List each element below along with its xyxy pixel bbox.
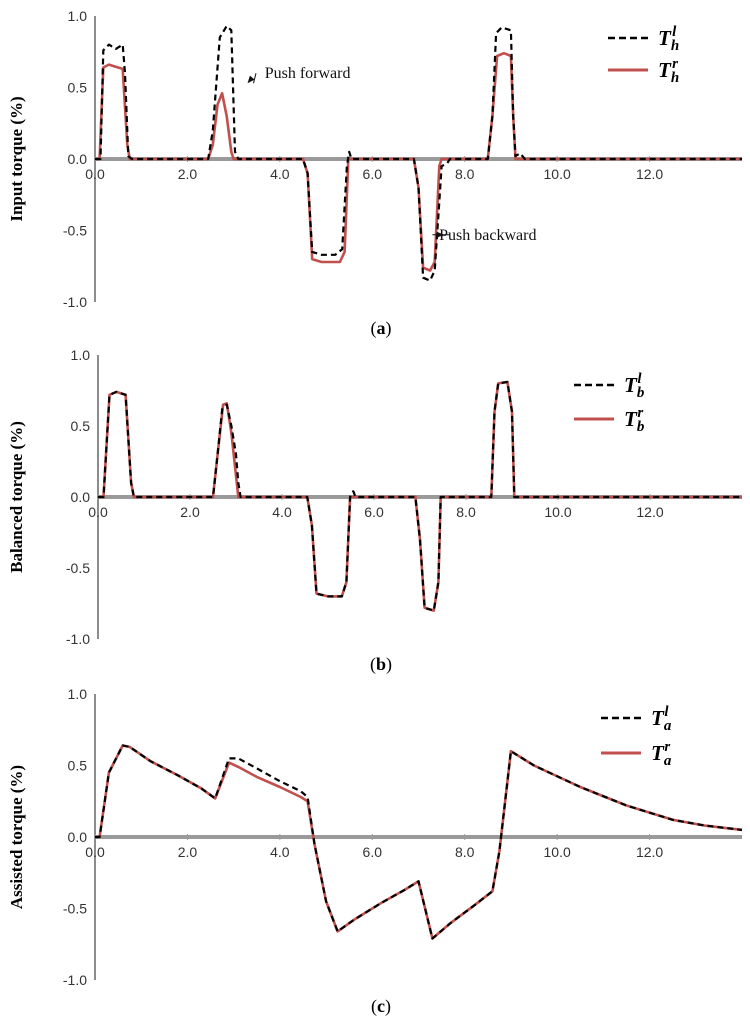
x-tick-label: 2.0 [180, 504, 200, 520]
legend-label-base: T [624, 373, 638, 397]
legend-label-base: T [624, 407, 638, 431]
y-axis-label: Balanced torque (%) [7, 421, 26, 573]
caption-paren: ( [371, 996, 377, 1017]
caption-paren: ) [386, 318, 392, 339]
x-tick-label: 6.0 [364, 504, 384, 520]
y-tick-label: 0.0 [68, 829, 88, 845]
caption-paren: ) [386, 654, 392, 675]
x-tick-label: 10.0 [544, 504, 571, 520]
y-tick-label: -0.5 [63, 901, 87, 917]
x-tick-label: 6.0 [363, 166, 383, 182]
legend-label-superscript: l [637, 371, 642, 387]
legend-label-subscript: b [637, 385, 645, 401]
y-tick-label: -1.0 [63, 294, 87, 310]
caption-paren: ) [385, 996, 391, 1017]
x-tick-label: 2.0 [178, 166, 198, 182]
annotation-arrowhead [247, 75, 255, 84]
legend-label: Tal [651, 704, 672, 734]
legend-label-subscript: h [671, 38, 679, 54]
y-tick-label: -1.0 [63, 972, 87, 988]
y-tick-label: 0.0 [68, 151, 88, 167]
x-tick-label: 4.0 [270, 844, 290, 860]
legend-label: Thl [658, 24, 679, 54]
panel-caption: (b) [370, 654, 392, 675]
x-tick-label: 12.0 [636, 504, 663, 520]
legend-label-base: T [651, 741, 665, 765]
series-line-Th-r [95, 51, 742, 272]
x-tick-label: 12.0 [636, 166, 663, 182]
legend-label-base: T [658, 26, 672, 50]
y-axis-label: Assisted torque (%) [7, 765, 26, 909]
legend-label-subscript: b [637, 419, 645, 435]
legend-label-base: T [651, 706, 665, 730]
y-tick-label: 0.0 [71, 489, 91, 505]
x-tick-label: 8.0 [455, 844, 475, 860]
x-tick-label: 8.0 [455, 166, 475, 182]
legend-label: Thr [658, 56, 679, 86]
x-tick-label: 8.0 [456, 504, 476, 520]
legend-label-base: T [658, 58, 672, 82]
caption-letter: b [376, 654, 386, 674]
y-tick-label: 0.5 [68, 80, 88, 96]
y-axis-label: Input torque (%) [7, 96, 26, 221]
legend-label-subscript: a [664, 718, 672, 734]
x-tick-label: 6.0 [363, 844, 383, 860]
panel-a: 1.0 0.5 0.0 -0.5 -1.0 0.0 2.0 4.0 6.0 8.0 10.0 12.0… [7, 8, 742, 339]
legend-label-superscript: r [664, 739, 670, 755]
legend-label: Tar [651, 739, 672, 769]
x-tick-label: 2.0 [178, 844, 198, 860]
y-tick-label: 1.0 [68, 686, 88, 702]
panel-caption: (c) [371, 996, 391, 1017]
panel-b: 1.0 0.5 0.0 -0.5 -1.0 0.0 2.0 4.0 6.0 8.0 10.0 12.0… [7, 347, 742, 675]
series-line-Ta-r [95, 744, 743, 940]
annotation-arrowhead [436, 231, 444, 238]
y-tick-label: -1.0 [66, 631, 90, 647]
x-tick-label: 4.0 [272, 504, 292, 520]
panel-c: 1.0 0.5 0.0 -0.5 -1.0 0.0 2.0 4.0 6.0 8.0 10.0 12.0… [7, 686, 743, 1017]
annotation-label: Push forward [265, 65, 351, 82]
y-tick-label: 0.5 [71, 418, 91, 434]
series-line-Th-l [95, 24, 742, 282]
legend-label-subscript: h [671, 70, 679, 86]
series-line-Ta-l [95, 744, 743, 940]
y-tick-label: 1.0 [68, 8, 88, 24]
annotation-arrow [253, 73, 257, 84]
panel-caption: (a) [371, 318, 392, 339]
caption-letter: a [377, 318, 386, 338]
x-tick-label: 0.0 [85, 844, 105, 860]
legend-label-superscript: r [672, 56, 678, 72]
x-tick-label: 12.0 [636, 844, 663, 860]
y-tick-label: 0.5 [68, 758, 88, 774]
legend-label-superscript: l [672, 24, 677, 40]
caption-paren: ( [371, 318, 377, 339]
legend-label: Tbr [624, 405, 645, 435]
x-tick-label: 10.0 [544, 844, 571, 860]
annotation-label: Push backward [439, 227, 536, 244]
caption-letter: c [377, 996, 385, 1016]
x-tick-label: 4.0 [270, 166, 290, 182]
x-tick-label: 10.0 [544, 166, 571, 182]
y-tick-label: 1.0 [71, 347, 91, 363]
legend-label-superscript: r [637, 405, 643, 421]
y-tick-label: -0.5 [63, 223, 87, 239]
caption-paren: ( [370, 654, 376, 675]
legend-label: Tbl [624, 371, 645, 401]
x-tick-label: 0.0 [88, 504, 108, 520]
legend-label-subscript: a [664, 753, 672, 769]
y-tick-label: -0.5 [66, 560, 90, 576]
series-line-Tb-l [98, 380, 742, 612]
x-tick-label: 0.0 [85, 166, 105, 182]
legend-label-superscript: l [664, 704, 669, 720]
